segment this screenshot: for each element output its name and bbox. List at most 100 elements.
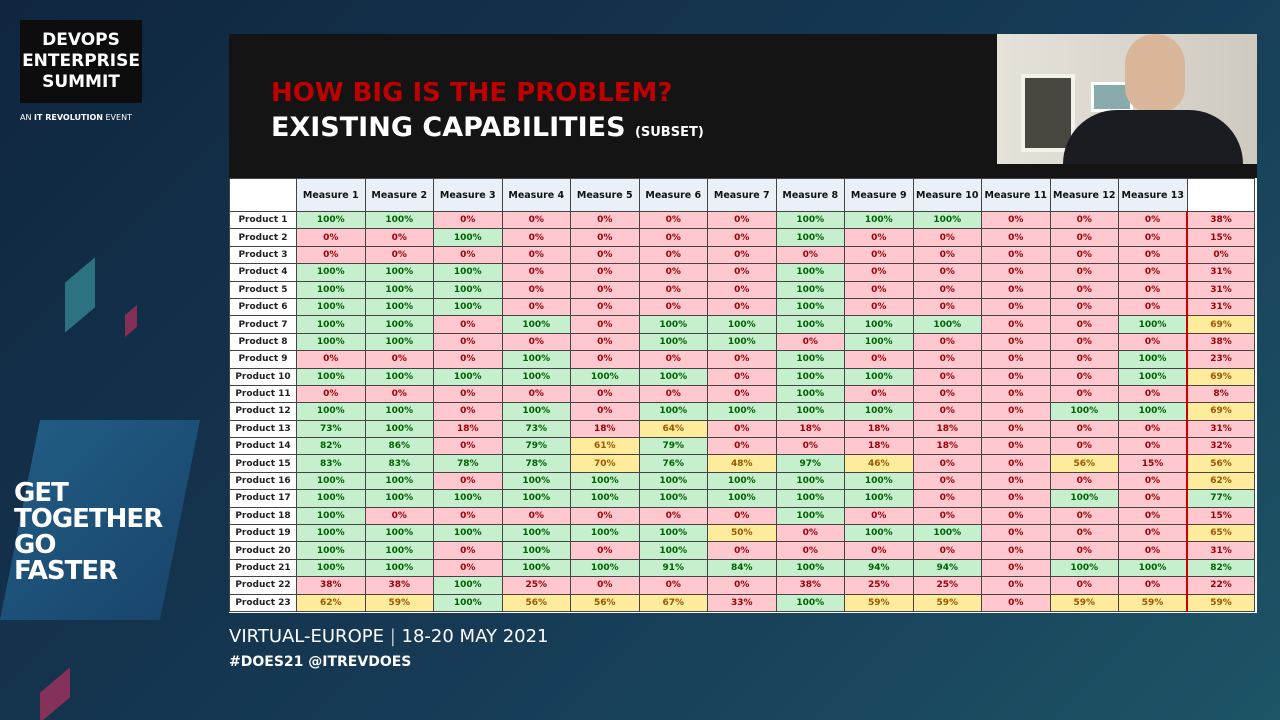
table-row: Product 3 0% 0% 0% 0% 0% 0% 0% 0% 0% 0% 0% 0% 0% 0% <box>229 245 1255 265</box>
value-cell: 0% <box>638 576 708 595</box>
value-cell: 94% <box>912 558 982 578</box>
value-cell: 0% <box>433 437 503 456</box>
value-cell: 78% <box>501 454 571 473</box>
value-cell: 0% <box>707 228 777 247</box>
value-cell: 0% <box>501 245 571 265</box>
value-cell: 0% <box>1049 228 1119 247</box>
value-cell: 100% <box>296 541 366 560</box>
value-cell: 0% <box>844 228 914 247</box>
value-cell: 0% <box>570 506 640 526</box>
value-cell: 0% <box>570 350 640 369</box>
value-cell: 18% <box>775 419 845 439</box>
value-cell: 0% <box>570 332 640 352</box>
total-cell: 69% <box>1186 367 1255 386</box>
value-cell: 0% <box>912 454 982 473</box>
value-cell: 59% <box>1118 593 1188 612</box>
row-label: Product 1 <box>229 210 297 230</box>
value-cell: 100% <box>775 315 845 334</box>
table-row: Product 20 100% 100% 0% 100% 0% 100% 0% 0% 0% 0% 0%… <box>229 541 1255 560</box>
value-cell: 0% <box>1049 506 1119 526</box>
value-cell: 82% <box>296 437 366 456</box>
value-cell: 0% <box>364 506 434 526</box>
value-cell: 100% <box>775 558 845 578</box>
total-cell: 31% <box>1186 541 1255 560</box>
value-cell: 0% <box>638 228 708 247</box>
value-cell: 0% <box>707 245 777 265</box>
value-cell: 18% <box>844 419 914 439</box>
value-cell: 100% <box>433 297 503 317</box>
value-cell: 100% <box>364 297 434 317</box>
value-cell: 73% <box>296 419 366 439</box>
value-cell: 0% <box>1118 506 1188 526</box>
total-cell: 31% <box>1186 297 1255 317</box>
value-cell: 0% <box>433 471 503 491</box>
value-cell: 100% <box>433 593 503 612</box>
value-cell: 59% <box>912 593 982 612</box>
value-cell: 0% <box>1118 228 1188 247</box>
value-cell: 100% <box>364 489 434 508</box>
value-cell: 0% <box>844 280 914 299</box>
value-cell: 100% <box>364 210 434 230</box>
table-row: Product 10 100% 100% 100% 100% 100% 100% 0% 100%… <box>229 367 1255 386</box>
value-cell: 0% <box>1049 419 1119 439</box>
value-cell: 0% <box>433 402 503 421</box>
value-cell: 100% <box>570 558 640 578</box>
row-label: Product 19 <box>229 524 297 543</box>
value-cell: 59% <box>364 593 434 612</box>
value-cell: 100% <box>433 524 503 543</box>
value-cell: 94% <box>844 558 914 578</box>
value-cell: 0% <box>433 210 503 230</box>
value-cell: 0% <box>981 506 1051 526</box>
table-row: Product 23 62% 59% 100% 56% 56% 67% 33% 100% 59% 5… <box>229 593 1255 612</box>
table-row: Product 8 100% 100% 0% 0% 0% 100% 100% 0% 100% 0% 0… <box>229 332 1255 352</box>
column-header: Measure 3 <box>433 178 503 212</box>
value-cell: 0% <box>570 280 640 299</box>
value-cell: 100% <box>364 402 434 421</box>
value-cell: 0% <box>775 437 845 456</box>
value-cell: 100% <box>433 280 503 299</box>
value-cell: 73% <box>501 419 571 439</box>
value-cell: 100% <box>844 315 914 334</box>
value-cell: 0% <box>775 541 845 560</box>
value-cell: 0% <box>981 419 1051 439</box>
column-header: Measure 6 <box>638 178 708 212</box>
event-line: VIRTUAL-EUROPE | 18-20 MAY 2021 <box>229 626 549 647</box>
value-cell: 25% <box>912 576 982 595</box>
value-cell: 0% <box>1049 297 1119 317</box>
value-cell: 0% <box>707 384 777 404</box>
value-cell: 48% <box>707 454 777 473</box>
value-cell: 0% <box>1049 541 1119 560</box>
value-cell: 0% <box>296 384 366 404</box>
person-body <box>1063 110 1243 164</box>
value-cell: 0% <box>1118 210 1188 230</box>
value-cell: 100% <box>844 489 914 508</box>
value-cell: 67% <box>638 593 708 612</box>
value-cell: 0% <box>981 593 1051 612</box>
value-cell: 0% <box>707 350 777 369</box>
table-row: Product 9 0% 0% 0% 100% 0% 0% 0% 100% 0% 0% 0% 0% 100… <box>229 350 1255 369</box>
value-cell: 0% <box>1118 419 1188 439</box>
table-row: Product 19 100% 100% 100% 100% 100% 100% 50% 0% 1… <box>229 524 1255 543</box>
value-cell: 0% <box>912 506 982 526</box>
corner-cell <box>229 178 297 212</box>
table-row: Product 7 100% 100% 0% 100% 0% 100% 100% 100% 100… <box>229 315 1255 334</box>
row-label: Product 12 <box>229 402 297 421</box>
row-label: Product 16 <box>229 471 297 491</box>
value-cell: 100% <box>844 471 914 491</box>
value-cell: 100% <box>296 489 366 508</box>
value-cell: 0% <box>981 524 1051 543</box>
value-cell: 100% <box>296 263 366 282</box>
column-header: Measure 11 <box>981 178 1051 212</box>
column-header: Measure 10 <box>912 178 982 212</box>
value-cell: 0% <box>775 524 845 543</box>
value-cell: 84% <box>707 558 777 578</box>
value-cell: 0% <box>981 210 1051 230</box>
value-cell: 0% <box>981 297 1051 317</box>
value-cell: 18% <box>912 437 982 456</box>
value-cell: 0% <box>433 558 503 578</box>
row-label: Product 11 <box>229 384 297 404</box>
value-cell: 0% <box>912 297 982 317</box>
value-cell: 0% <box>707 263 777 282</box>
value-cell: 100% <box>775 297 845 317</box>
value-cell: 18% <box>433 419 503 439</box>
